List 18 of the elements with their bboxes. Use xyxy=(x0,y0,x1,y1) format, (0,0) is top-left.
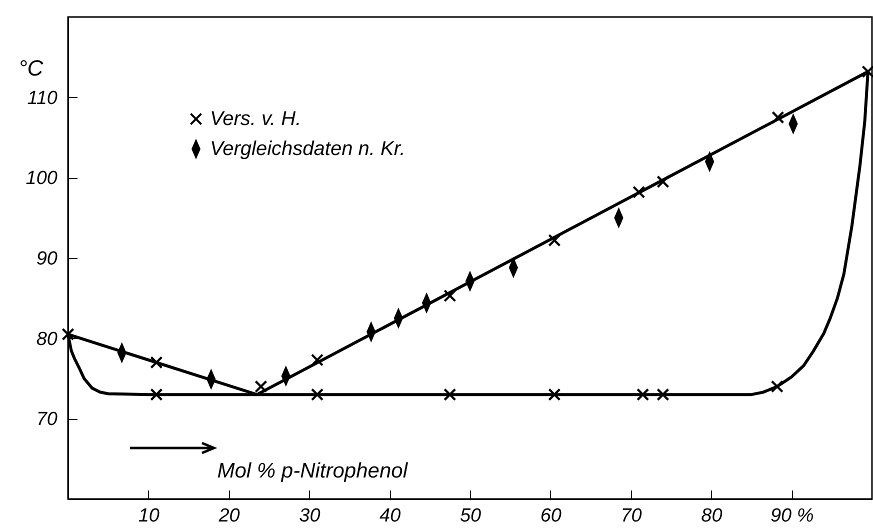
y-tick-label: 100 xyxy=(26,168,58,190)
x-tick-label: 30 xyxy=(299,506,321,526)
y-axis-title: °C xyxy=(18,56,44,80)
y-tick-label: 110 xyxy=(27,88,58,109)
x-tick-label: 40 xyxy=(380,506,402,526)
x-tick-label: 90 % xyxy=(770,506,814,526)
x-tick-label: 50 xyxy=(460,506,482,526)
x-tick-label: 20 xyxy=(218,506,240,526)
y-tick-label: 80 xyxy=(36,328,58,350)
y-tick-label: 70 xyxy=(36,409,58,430)
x-tick-label: 70 xyxy=(620,506,642,526)
x-tick-label: 80 xyxy=(701,506,723,526)
x-tick-label: 10 xyxy=(138,506,160,526)
x-tick-label: 60 xyxy=(540,506,562,526)
y-tick-label: 90 xyxy=(36,248,58,270)
x-axis-title: Mol % p-Nitrophenol xyxy=(217,460,409,482)
legend-label: Vergleichsdaten n. Kr. xyxy=(210,138,406,160)
legend-label: Vers. v. H. xyxy=(210,108,302,130)
